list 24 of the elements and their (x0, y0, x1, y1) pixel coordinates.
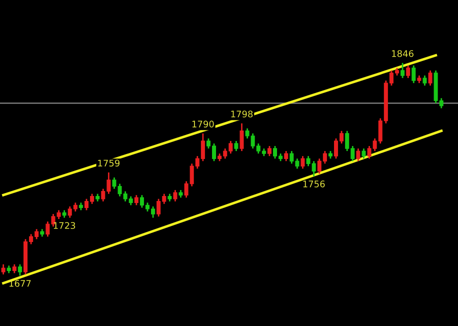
annotation: 1790 (192, 120, 214, 128)
annotation: 1756 (303, 180, 325, 188)
candlestick (112, 176, 116, 190)
candlestick (284, 150, 288, 162)
candlestick (362, 148, 366, 160)
candlestick (267, 145, 272, 157)
annotation: 1846 (392, 50, 414, 58)
candlestick (134, 194, 138, 206)
candlestick (234, 140, 238, 152)
candlestick (300, 155, 305, 170)
annotation: 1759 (98, 160, 120, 167)
annotation: 1677 (9, 280, 31, 287)
annotation: 1798 (231, 110, 253, 118)
candlestick (428, 70, 432, 86)
candlestick (240, 122, 244, 152)
candlestick (422, 74, 427, 86)
candlestick (1, 264, 6, 276)
candlestick (173, 189, 178, 202)
annotation: 1723 (54, 222, 76, 229)
candlestick (18, 264, 22, 276)
candlestick (412, 64, 416, 84)
candlestick (400, 62, 405, 79)
candlestick (356, 148, 360, 162)
candlestick (406, 64, 410, 79)
